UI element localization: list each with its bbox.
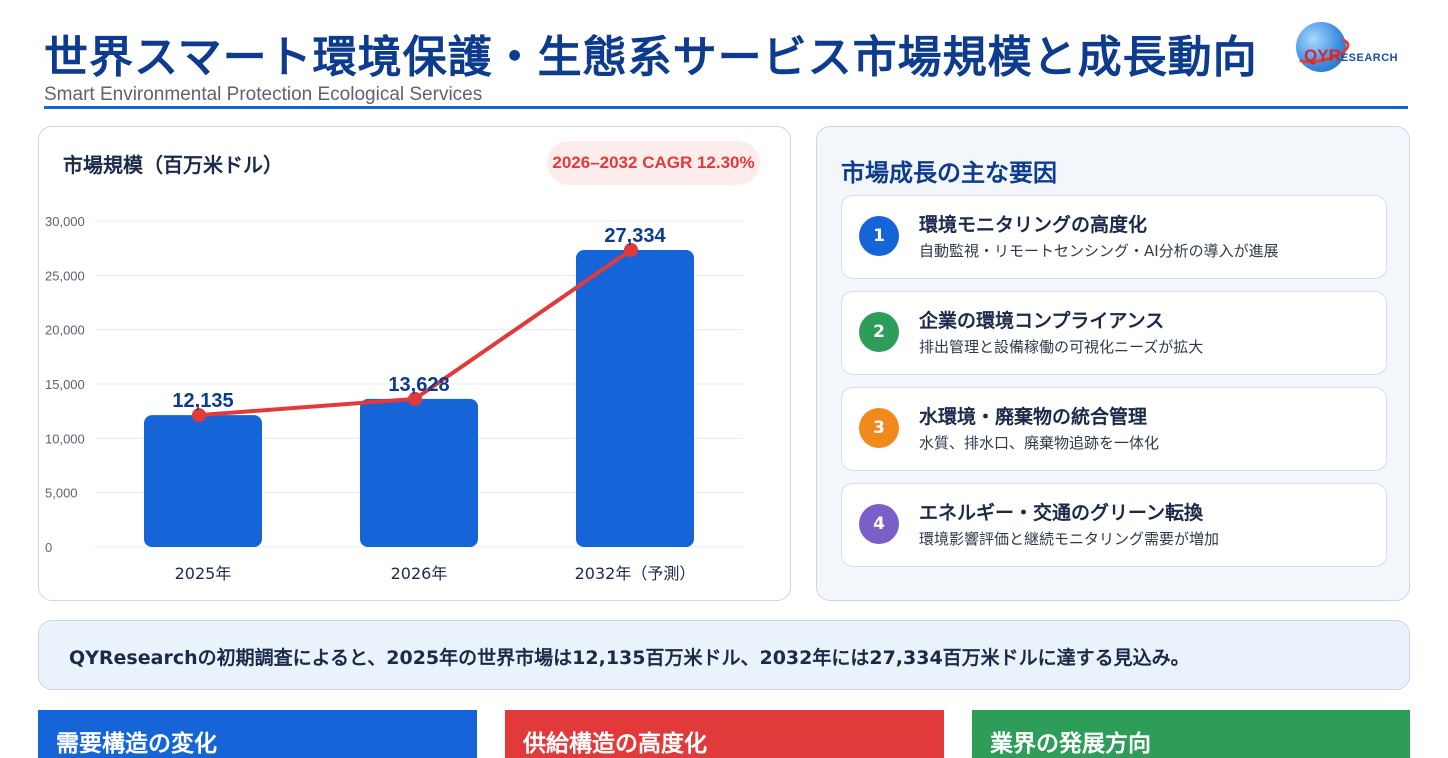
driver-description: 排出管理と設備稼働の可視化ニーズが拡大 [919,338,1204,356]
driver-card-2: 2 企業の環境コンプライアンス 排出管理と設備稼働の可視化ニーズが拡大 [841,291,1387,375]
y-tick-label: 5,000 [45,486,78,501]
growth-drivers-panel: 市場成長の主な要因 1 環境モニタリングの高度化 自動監視・リモートセンシング・… [816,126,1410,601]
cagr-badge: 2026–2032 CAGR 12.30% [547,141,760,185]
y-tick-label: 15,000 [45,377,85,392]
page-subtitle: Smart Environmental Protection Ecologica… [44,84,483,105]
globe-icon [1296,22,1346,72]
trend-point [408,391,422,406]
driver-number-badge: 1 [859,216,899,256]
driver-number-badge: 4 [859,504,899,544]
data-label: 12,135 [172,390,233,412]
section-industry-direction: 業界の発展方向 [972,710,1410,758]
bar [144,415,262,547]
trend-point [192,408,206,423]
y-tick-label: 20,000 [45,323,85,338]
x-tick-label: 2026年 [391,564,448,583]
driver-description: 自動監視・リモートセンシング・AI分析の導入が進展 [919,242,1279,260]
page-header: 世界スマート環境保護・生態系サービス市場規模と成長動向 Smart Enviro… [44,28,1408,110]
data-label: 27,334 [604,225,666,247]
section-demand-structure: 需要構造の変化 [38,710,477,758]
y-tick-label: 10,000 [45,431,85,446]
section-supply-structure: 供給構造の高度化 [505,710,944,758]
x-tick-label: 2032年（予測） [575,564,696,583]
driver-title: エネルギー・交通のグリーン転換 [919,502,1204,524]
y-tick-label: 25,000 [45,268,85,283]
y-tick-label: 0 [45,540,52,555]
header-divider [44,106,1408,109]
summary-banner: QYResearchの初期調査によると、2025年の世界市場は12,135百万米… [38,620,1410,690]
bar [576,249,694,548]
driver-card-1: 1 環境モニタリングの高度化 自動監視・リモートセンシング・AI分析の導入が進展 [841,195,1387,279]
logo-text-rest: ESEARCH [1340,52,1399,64]
driver-number-badge: 3 [859,408,899,448]
logo-text-r: R [1328,46,1341,65]
trend-point [624,242,638,257]
x-tick-label: 2025年 [175,564,232,583]
drivers-title: 市場成長の主な要因 [841,159,1057,187]
chart-title: 市場規模（百万米ドル） [63,153,283,177]
driver-title: 水環境・廃棄物の統合管理 [919,406,1148,428]
logo-text-qy: QY [1304,46,1329,65]
logo-wordmark: QYRESEARCH [1304,46,1398,66]
driver-number-badge: 2 [859,312,899,352]
market-size-chart: 0 5,000 10,000 15,000 20,000 25,000 30,000 2025… [45,214,743,583]
summary-text: QYResearchの初期調査によると、2025年の世界市場は12,135百万米… [69,647,1190,669]
y-tick-label: 30,000 [45,214,85,229]
qyresearch-logo: QYRESEARCH [1290,20,1412,76]
data-label: 13,628 [388,374,449,396]
page-title: 世界スマート環境保護・生態系サービス市場規模と成長動向 [44,32,1258,83]
driver-description: 環境影響評価と継続モニタリング需要が増加 [919,530,1220,548]
driver-title: 企業の環境コンプライアンス [919,310,1165,332]
market-size-chart-panel: 市場規模（百万米ドル） 2026–2032 CAGR 12.30% 0 5,000… [38,126,791,601]
driver-card-3: 3 水環境・廃棄物の統合管理 水質、排水口、廃棄物追跡を一体化 [841,387,1387,471]
driver-description: 水質、排水口、廃棄物追跡を一体化 [919,434,1160,452]
bar [360,398,478,547]
driver-title: 環境モニタリングの高度化 [919,214,1148,236]
driver-card-4: 4 エネルギー・交通のグリーン転換 環境影響評価と継続モニタリング需要が増加 [841,483,1387,567]
